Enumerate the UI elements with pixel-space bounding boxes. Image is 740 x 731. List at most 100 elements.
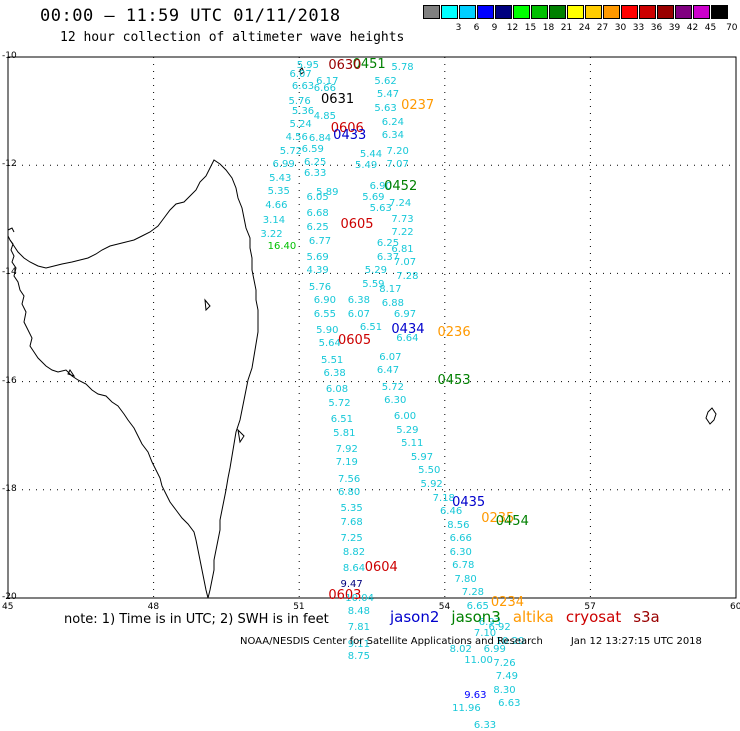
swh-value: 6.30 <box>449 546 472 558</box>
swh-value: 6.38 <box>323 368 346 380</box>
color-swatch <box>477 5 494 19</box>
swh-value: 9.11 <box>347 638 370 650</box>
swh-value: 6.92 <box>488 622 511 634</box>
swh-value: 6.93 <box>478 616 502 628</box>
swh-value: 6.88 <box>381 297 404 309</box>
swh-value: 6.07 <box>379 351 402 363</box>
swh-value: 6.99 <box>483 643 506 655</box>
color-swatch-label: 30 <box>614 23 627 33</box>
swh-value: 5.69 <box>362 192 385 204</box>
footer-org: NOAA/NESDIS Center for Satellite Applica… <box>240 636 543 647</box>
swh-value: 6.59 <box>301 143 324 155</box>
swh-value: 5.49 <box>355 159 378 171</box>
swh-value: 5.35 <box>340 503 363 515</box>
latitude-label: -16 <box>2 375 17 386</box>
color-swatch <box>495 5 512 19</box>
note-text: note: 1) Time is in UTC; 2) SWH is in fe… <box>64 612 329 627</box>
swh-value: 6.51 <box>330 414 353 426</box>
swh-value: 5.69 <box>306 251 329 263</box>
longitude-label: 45 <box>2 602 14 612</box>
swh-value: 4.56 <box>285 131 308 143</box>
swh-value: 6.46 <box>439 506 463 518</box>
color-swatch-label: 27 <box>596 23 609 33</box>
swh-value: 9.47 <box>340 579 363 591</box>
pass-time-label: 0606 <box>330 120 364 136</box>
swh-value: 5.76 <box>288 95 311 107</box>
swh-value: 6.66 <box>313 82 337 94</box>
footer: NOAA/NESDIS Center for Satellite Applica… <box>240 636 702 647</box>
color-swatch <box>657 5 674 19</box>
color-swatch-label: 33 <box>632 23 645 33</box>
swh-value: 7.68 <box>340 516 363 528</box>
swh-value: 6.24 <box>381 116 404 128</box>
swh-value: 7.49 <box>495 671 519 683</box>
swh-value: 5.89 <box>316 186 339 198</box>
swh-value: 5.47 <box>376 89 400 101</box>
swh-value: 6.63 <box>498 698 521 710</box>
swh-value: 6.34 <box>381 130 404 142</box>
swh-value: 4.39 <box>306 265 329 277</box>
color-swatch <box>549 5 566 19</box>
swh-value: 6.07 <box>289 68 312 80</box>
map-canvas <box>7 56 737 599</box>
longitude-label: 57 <box>584 602 596 612</box>
swh-value: 11.00 <box>464 654 493 666</box>
swh-value: 6.33 <box>304 167 327 179</box>
swh-value: 5.72 <box>328 397 351 409</box>
pass-time-label: 0433 <box>333 128 367 144</box>
swh-value: 5.51 <box>321 354 344 366</box>
swh-value: 5.63 <box>369 203 392 215</box>
swh-value: 6.05 <box>306 192 329 204</box>
graticule <box>7 56 737 599</box>
pass-time-label: 0454 <box>495 514 529 530</box>
swh-value: 8.30 <box>493 684 516 696</box>
swh-value: 7.18 <box>432 492 455 504</box>
swh-value: 6.25 <box>306 222 329 233</box>
swh-value: 6.55 <box>313 308 337 320</box>
color-swatch <box>711 5 728 19</box>
swh-value: 7.24 <box>388 197 412 209</box>
color-swatch <box>441 5 458 19</box>
swh-value: 5.90 <box>316 324 339 336</box>
swh-value: 6.63 <box>291 81 315 93</box>
swh-value: 6.00 <box>393 411 417 423</box>
swh-value: 5.76 <box>308 281 332 293</box>
color-swatch-label: 21 <box>560 23 573 33</box>
swh-value: 8.02 <box>449 643 472 655</box>
pass-time-label: 0605 <box>338 332 372 348</box>
pass-time-label: 0235 <box>481 511 515 527</box>
swh-value: 7.07 <box>386 158 409 170</box>
swh-value: 5.64 <box>318 338 341 350</box>
swh-value: 5.35 <box>267 185 290 197</box>
swh-value: 7.73 <box>391 213 414 225</box>
satellite-legend: jason2 jason3 altika cryosat s3a <box>390 608 672 626</box>
color-swatch <box>567 5 584 19</box>
swh-value: 6.08 <box>325 384 349 396</box>
swh-value: 5.62 <box>374 75 397 87</box>
swh-value: 7.92 <box>335 443 358 455</box>
pass-time-label: 0631 <box>321 92 355 108</box>
longitude-label: 60 <box>730 602 740 612</box>
swh-value: 7.22 <box>391 227 414 239</box>
swh-value: 5.72 <box>381 381 404 393</box>
swh-value: 7.28 <box>461 587 485 599</box>
color-swatch <box>639 5 656 19</box>
swh-value: 5.59 <box>362 278 385 290</box>
swh-value: 5.50 <box>418 465 441 477</box>
swh-value: 4.66 <box>265 200 288 212</box>
swh-value: 7.81 <box>347 622 370 634</box>
latitude-label: -10 <box>2 51 17 61</box>
swh-value: 5.95 <box>296 59 320 71</box>
swh-value: 5.29 <box>364 265 387 277</box>
swh-value: 6.77 <box>308 235 332 247</box>
swh-value: 11.96 <box>452 703 481 715</box>
swh-value: 5.63 <box>374 102 397 114</box>
latitude-label: -14 <box>2 267 17 278</box>
color-swatch-label: 39 <box>668 23 681 33</box>
swh-value: 6.37 <box>376 251 400 263</box>
swh-value: 8.17 <box>379 284 402 296</box>
swh-value: 7.56 <box>338 473 361 485</box>
swh-value: 8.75 <box>347 651 370 663</box>
legend-item-jason2: jason2 <box>390 608 440 626</box>
color-swatch <box>585 5 602 19</box>
